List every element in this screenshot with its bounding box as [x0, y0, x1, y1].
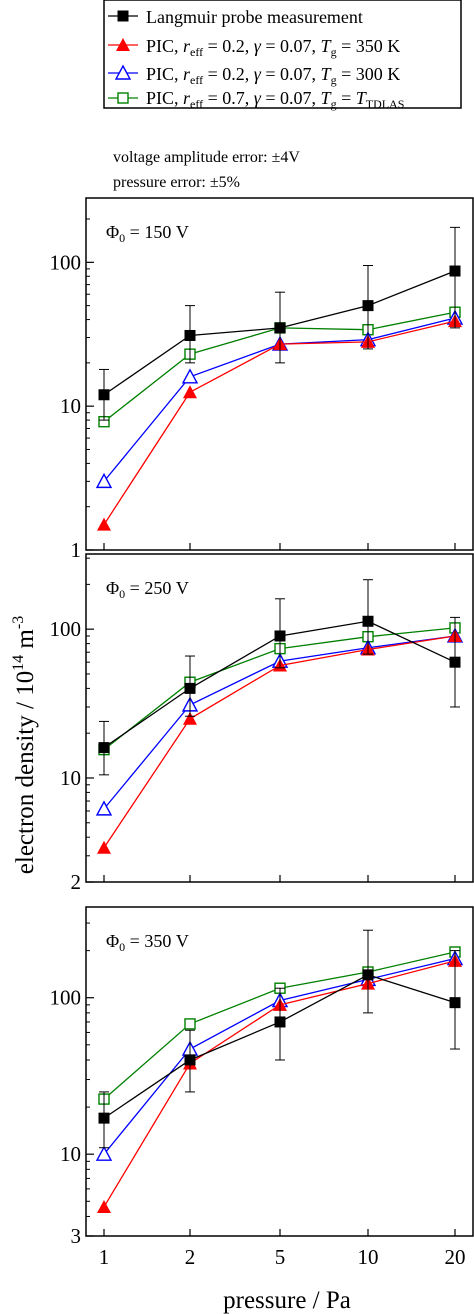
panel-3-point-langmuir: [362, 969, 374, 981]
panel-2-y-tick-label: 10: [60, 766, 81, 790]
legend-entry-pic-350k: PIC, reff = 0.2, γ = 0.07, Tg = 350 K: [108, 36, 400, 59]
panel-3-annotation: Φ0 = 350 V: [106, 931, 189, 954]
y-axis-label: electron density / 1014 m-3: [10, 616, 39, 874]
panel-2-point-langmuir: [449, 656, 461, 668]
panel-2-point-langmuir: [274, 630, 286, 642]
panel-1-point-langmuir: [449, 265, 461, 277]
panel-3-y-tick-label: 10: [60, 1142, 81, 1166]
panel-3-series-langmuir: [98, 929, 461, 1149]
panel-2-y-tick-label: 2: [71, 870, 82, 894]
legend-marker-pic-tdlas: [117, 92, 129, 104]
panel-1-series-langmuir: [98, 226, 461, 421]
legend-label-langmuir: Langmuir probe measurement: [146, 7, 363, 27]
x-tick-label: 20: [445, 1245, 466, 1269]
panel-3-point-langmuir: [449, 997, 461, 1009]
legend-marker-pic-300k: [114, 64, 132, 80]
panel-3-point-langmuir: [274, 1016, 286, 1028]
panel-1-y-tick-label: 10: [60, 394, 81, 418]
panel-1-y-tick-label: 1: [71, 538, 82, 562]
panel-1-frame: [85, 197, 474, 551]
panel-1-y-tick-label: 100: [50, 250, 82, 274]
x-tick-label: 10: [358, 1245, 379, 1269]
panel-3-y-tick-label: 3: [71, 1224, 82, 1248]
pressure-error-note: pressure error: ±5%: [113, 174, 240, 191]
panel-3-y-tick-label: 100: [50, 986, 82, 1010]
x-tick-label: 1: [99, 1245, 110, 1269]
panel-3-frame: [85, 906, 474, 1237]
y-axis-label-main: electron density / 10: [12, 671, 39, 874]
panel-2-point-pic-300k: [95, 800, 113, 816]
panel-1-point-langmuir: [362, 300, 374, 312]
legend-entry-pic-300k: PIC, reff = 0.2, γ = 0.07, Tg = 300 K: [108, 64, 400, 87]
y-axis-label-unit: m: [12, 629, 39, 655]
panel-2-point-langmuir: [98, 742, 110, 754]
panel-2-point-pic-350k: [183, 711, 197, 725]
x-tick-label: 2: [185, 1245, 196, 1269]
legend-box: [103, 0, 462, 109]
panel-3-point-pic-350k: [97, 1199, 111, 1213]
voltage-error-note: voltage amplitude error: ±4V: [113, 149, 300, 166]
legend-marker-pic-350k: [116, 38, 130, 51]
panel-2: 2 10 100 Φ0 = 250 V: [50, 553, 474, 894]
x-axis-label: pressure / Pa: [223, 1287, 351, 1314]
panel-2-point-pic-350k: [97, 840, 111, 854]
panel-3: 3 10 100 1 2 5 10 20 Φ0 = 350 V: [50, 906, 474, 1269]
legend-label-pic-300k: PIC, reff = 0.2, γ = 0.07, Tg = 300 K: [146, 64, 400, 87]
panel-3-point-pic-tdlas: [184, 1018, 196, 1030]
panel-1-annotation: Φ0 = 150 V: [106, 222, 189, 245]
x-tick-label: 5: [275, 1245, 286, 1269]
panel-2-series-langmuir: [98, 579, 461, 776]
legend: Langmuir probe measurement PIC, reff = 0…: [103, 0, 462, 111]
panel-3-point-langmuir: [184, 1054, 196, 1066]
panel-1-point-pic-350k: [183, 385, 197, 399]
y-axis-label-exp: 14: [10, 655, 27, 671]
panel-1-point-langmuir: [184, 329, 196, 341]
legend-label-pic-tdlas: PIC, reff = 0.7, γ = 0.07, Tg = TTDLAS: [146, 88, 404, 111]
legend-marker-langmuir: [117, 10, 129, 22]
panel-1-point-pic-350k: [97, 517, 111, 531]
panel-1-point-langmuir: [274, 322, 286, 334]
panel-1: 1 10 100 Φ0 = 150 V: [50, 197, 474, 562]
panel-2-point-langmuir: [184, 682, 196, 694]
panel-2-point-langmuir: [362, 615, 374, 627]
legend-entry-pic-tdlas: PIC, reff = 0.7, γ = 0.07, Tg = TTDLAS: [108, 88, 404, 111]
panel-3-point-pic-300k: [95, 1145, 113, 1161]
panel-2-annotation: Φ0 = 250 V: [106, 578, 189, 601]
panel-1-point-pic-300k: [181, 368, 199, 384]
y-axis-label-unit-exp: -3: [10, 616, 27, 629]
legend-label-pic-350k: PIC, reff = 0.2, γ = 0.07, Tg = 350 K: [146, 36, 400, 59]
legend-entry-langmuir: Langmuir probe measurement: [108, 7, 363, 27]
panel-2-y-tick-label: 100: [50, 617, 82, 641]
panel-3-point-langmuir: [98, 1112, 110, 1124]
panel-1-point-pic-300k: [95, 472, 113, 489]
panel-1-point-langmuir: [98, 389, 110, 401]
